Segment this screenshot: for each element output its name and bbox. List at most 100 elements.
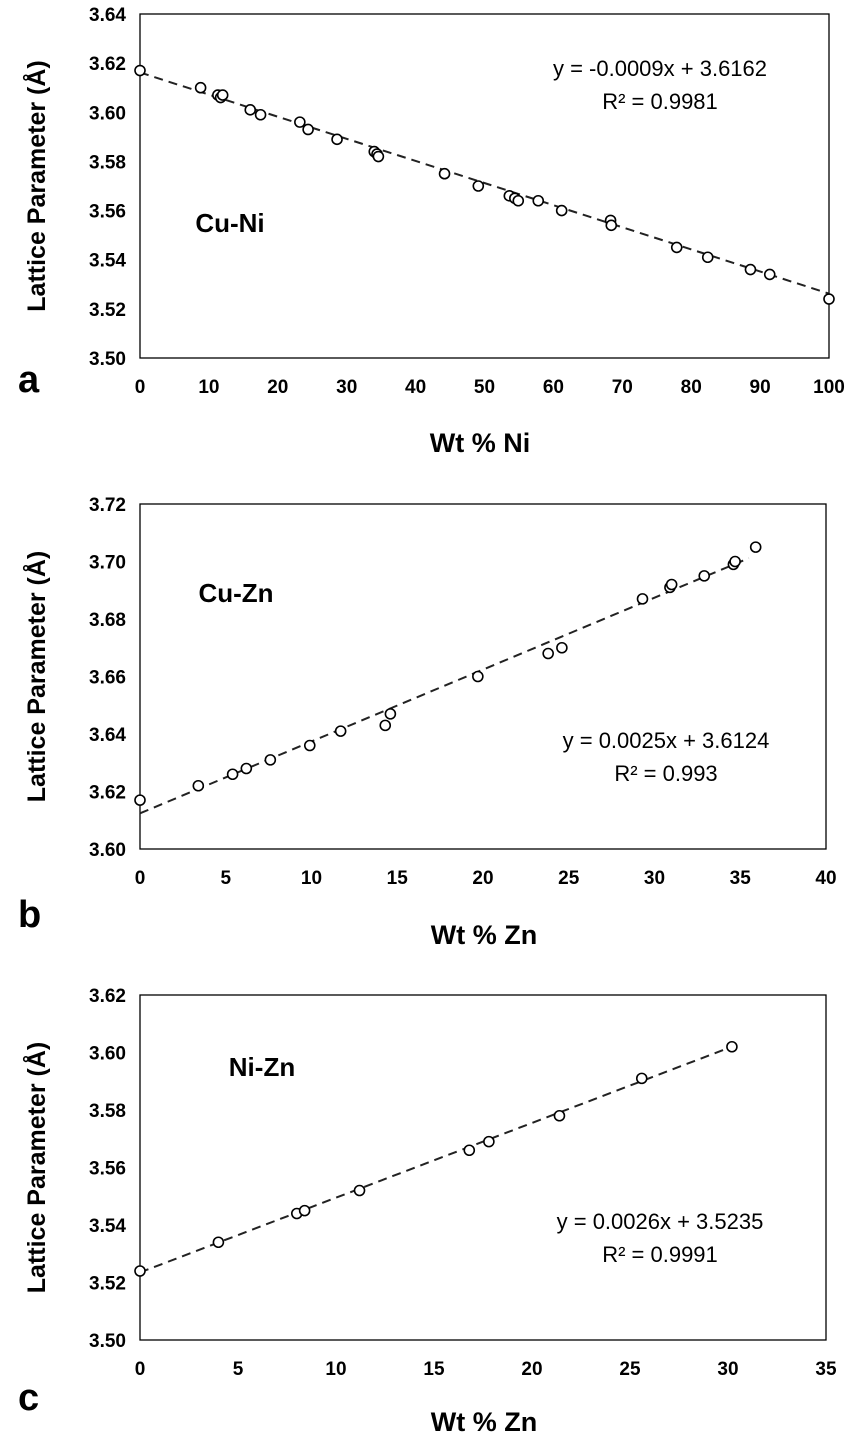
y-tick-label: 3.60 — [89, 103, 126, 124]
x-tick-label: 50 — [474, 377, 495, 398]
panel-letter: b — [18, 894, 41, 936]
data-point — [726, 1040, 738, 1053]
y-tick-label: 3.52 — [89, 300, 126, 321]
y-tick-label: 3.50 — [89, 349, 126, 370]
data-point — [244, 104, 257, 116]
data-point — [472, 670, 484, 683]
y-tick-label: 3.54 — [89, 251, 126, 272]
data-point — [334, 725, 347, 737]
data-point — [194, 81, 207, 94]
x-tick-label: 90 — [750, 377, 771, 398]
data-point — [749, 541, 762, 553]
y-tick-label: 3.56 — [89, 202, 126, 223]
data-point — [353, 1184, 366, 1197]
x-tick-label: 70 — [612, 377, 633, 398]
data-point — [670, 241, 683, 254]
data-point — [331, 133, 343, 146]
r-squared-label: R² = 0.993 — [614, 761, 717, 786]
panel-b: 3.60 3.62 3.64 3.66 3.68 3.70 3.72 0 5 10 15 20 25 30… — [18, 495, 837, 950]
data-point — [665, 578, 678, 591]
r-squared-label: R² = 0.9981 — [602, 89, 718, 114]
y-tick-label: 3.70 — [89, 553, 126, 574]
x-tick-label: 30 — [644, 868, 665, 889]
data-point — [556, 641, 568, 654]
x-tick-label: 5 — [233, 1359, 244, 1380]
y-axis-title: Lattice Parameter (Å) — [22, 551, 51, 802]
y-tick-label: 3.58 — [89, 152, 126, 173]
x-tick-label: 35 — [815, 1359, 837, 1380]
x-axis-title: Wt % Zn — [431, 1407, 537, 1437]
x-tick-label: 30 — [336, 377, 357, 398]
data-point — [134, 794, 146, 806]
data-point — [240, 762, 253, 775]
data-point — [438, 167, 451, 180]
x-tick-label: 20 — [267, 377, 288, 398]
data-point — [605, 219, 618, 232]
panel-c: 3.50 3.52 3.54 3.56 3.58 3.60 3.62 0 5 10 15 20 25 30… — [18, 986, 837, 1437]
x-axis-title: Wt % Ni — [430, 428, 531, 458]
y-tick-label: 3.60 — [89, 840, 126, 861]
data-point — [763, 268, 776, 281]
data-point — [384, 708, 397, 720]
y-tick-label: 3.62 — [89, 54, 126, 75]
x-tick-label: 60 — [543, 377, 564, 398]
y-tick-label: 3.68 — [89, 610, 126, 631]
y-tick-label: 3.62 — [89, 783, 126, 804]
x-tick-label: 40 — [405, 377, 426, 398]
x-tick-label: 25 — [558, 868, 580, 889]
regression-equation: y = 0.0025x + 3.6124 — [563, 728, 770, 753]
y-axis-title: Lattice Parameter (Å) — [22, 1042, 51, 1293]
data-point — [212, 1236, 225, 1249]
regression-equation: y = 0.0026x + 3.5235 — [557, 1209, 764, 1234]
x-tick-label: 10 — [301, 868, 322, 889]
y-tick-label: 3.64 — [89, 725, 126, 746]
y-tick-label: 3.54 — [89, 1216, 126, 1237]
y-tick-label: 3.50 — [89, 1331, 126, 1352]
data-point — [134, 1265, 146, 1277]
data-point — [379, 719, 392, 732]
alloy-system-label: Cu-Ni — [195, 208, 264, 238]
x-tick-label: 10 — [325, 1359, 346, 1380]
data-point — [264, 754, 277, 766]
data-point — [472, 180, 485, 192]
y-tick-label: 3.72 — [89, 495, 126, 516]
alloy-system-label: Ni-Zn — [229, 1052, 295, 1082]
x-tick-label: 5 — [220, 868, 231, 889]
data-point — [542, 647, 554, 660]
data-point — [823, 293, 835, 305]
y-tick-label: 3.66 — [89, 668, 126, 689]
x-tick-label: 0 — [135, 377, 146, 398]
x-tick-label: 0 — [135, 1359, 146, 1380]
data-point — [294, 116, 306, 128]
y-axis-title: Lattice Parameter (Å) — [22, 60, 51, 311]
data-point — [555, 204, 568, 217]
x-tick-label: 15 — [387, 868, 409, 889]
data-point — [636, 593, 649, 605]
x-tick-label: 40 — [815, 868, 836, 889]
data-point — [298, 1204, 311, 1217]
y-tick-label: 3.62 — [89, 986, 126, 1007]
x-tick-label: 10 — [198, 377, 219, 398]
x-tick-label: 15 — [423, 1359, 445, 1380]
data-point — [372, 150, 385, 163]
data-point — [701, 251, 714, 264]
plot-area-frame — [139, 503, 827, 850]
data-point — [303, 739, 316, 752]
plot-area-frame — [139, 13, 830, 359]
data-point — [744, 263, 757, 276]
x-tick-label: 20 — [521, 1359, 542, 1380]
data-point — [698, 570, 711, 582]
panel-letter: a — [18, 359, 40, 401]
x-axis-title: Wt % Zn — [431, 920, 537, 950]
x-tick-label: 25 — [619, 1359, 641, 1380]
y-tick-label: 3.60 — [89, 1044, 126, 1065]
data-point — [463, 1144, 476, 1157]
data-point — [729, 555, 741, 568]
data-point — [226, 768, 239, 781]
trendline — [139, 1045, 733, 1274]
y-tick-label: 3.58 — [89, 1101, 126, 1122]
y-tick-label: 3.64 — [89, 5, 126, 26]
r-squared-label: R² = 0.9991 — [602, 1242, 718, 1267]
x-tick-label: 20 — [472, 868, 493, 889]
